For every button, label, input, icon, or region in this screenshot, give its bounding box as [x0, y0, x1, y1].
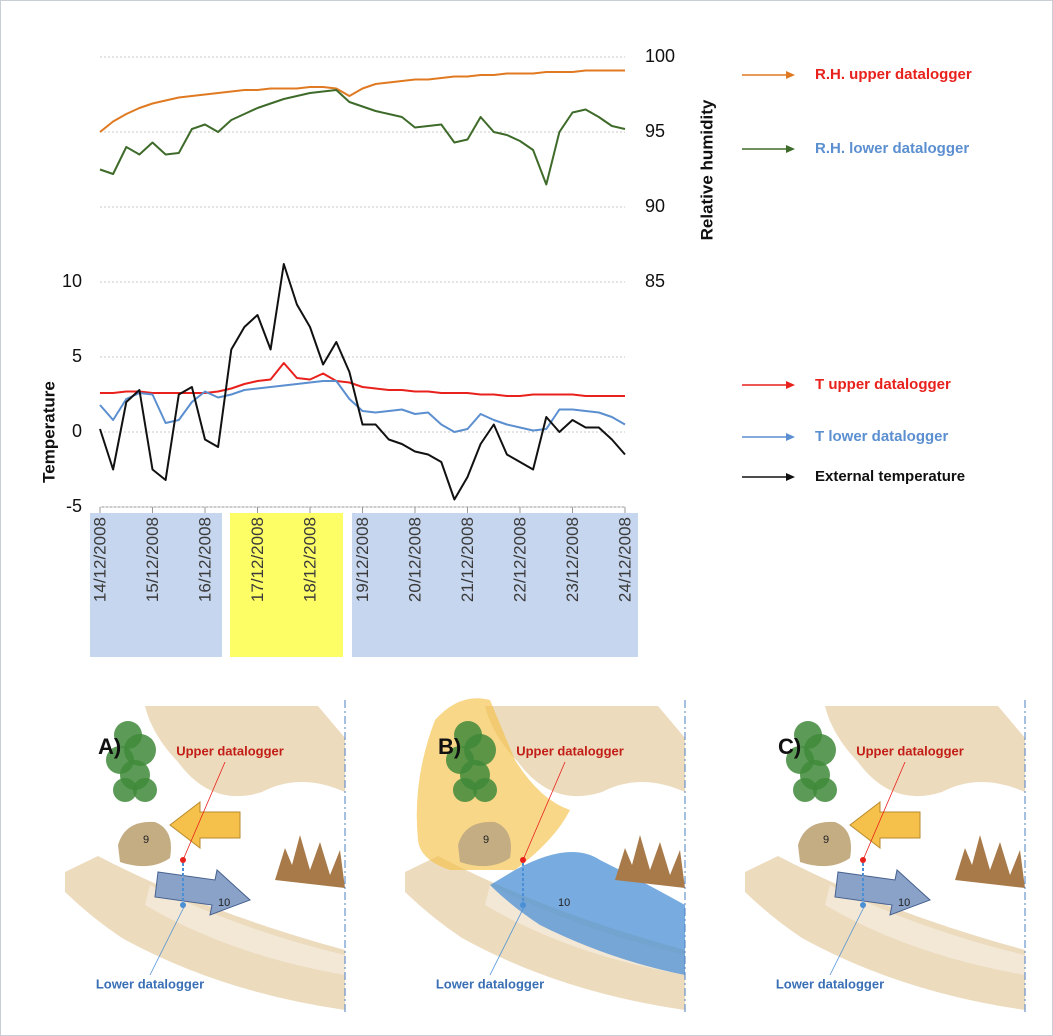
y2-tick-label: 100	[645, 46, 675, 66]
datalogger	[180, 902, 186, 908]
point-label: 10	[898, 897, 910, 909]
panel-label: C)	[778, 734, 801, 759]
lower-datalogger-label: Lower datalogger	[776, 976, 884, 991]
y2-tick-label: 85	[645, 271, 665, 291]
point-label: 9	[143, 834, 149, 846]
period-band	[230, 513, 343, 657]
panel-label: A)	[98, 734, 121, 759]
y2-tick-label: 90	[645, 196, 665, 216]
datalogger	[520, 902, 526, 908]
panel-label: B)	[438, 734, 461, 759]
legend-label: T lower datalogger	[815, 428, 949, 445]
y2-tick-label: 95	[645, 121, 665, 141]
tree	[453, 778, 477, 802]
lower-datalogger-label: Lower datalogger	[96, 976, 204, 991]
x-tick-label: 24/12/2008	[615, 517, 634, 602]
x-tick-label: 14/12/2008	[90, 517, 109, 602]
upper-datalogger-label: Upper datalogger	[516, 743, 624, 758]
datalogger	[860, 857, 866, 863]
figure: Temperature Relative humidity -5 0 5 10 85 90…	[0, 0, 1053, 1036]
x-tick-label: 16/12/2008	[195, 517, 214, 602]
x-tick-label: 21/12/2008	[458, 517, 477, 602]
x-tick-label: 19/12/2008	[353, 517, 372, 602]
tree	[793, 778, 817, 802]
x-tick-label: 18/12/2008	[300, 517, 319, 602]
point-label: 10	[558, 897, 570, 909]
y2-axis-title: Relative humidity	[697, 99, 716, 240]
upper-datalogger-label: Upper datalogger	[176, 743, 284, 758]
point-label: 10	[218, 897, 230, 909]
period-band	[352, 513, 638, 657]
y-tick-label: 0	[72, 421, 82, 441]
x-tick-label: 15/12/2008	[143, 517, 162, 602]
legend-label: T upper datalogger	[815, 376, 951, 393]
datalogger	[860, 902, 866, 908]
point-label: 9	[823, 834, 829, 846]
point-label: 9	[483, 834, 489, 846]
x-tick-label: 17/12/2008	[248, 517, 267, 602]
y-axis-title: Temperature	[39, 381, 58, 483]
y-tick-label: 5	[72, 346, 82, 366]
lower-datalogger-label: Lower datalogger	[436, 976, 544, 991]
tree	[113, 778, 137, 802]
x-tick-label: 23/12/2008	[563, 517, 582, 602]
y-tick-label: -5	[66, 496, 82, 516]
x-tick-label: 20/12/2008	[405, 517, 424, 602]
datalogger	[180, 857, 186, 863]
legend-label: R.H. lower datalogger	[815, 140, 969, 157]
x-tick-label: 22/12/2008	[510, 517, 529, 602]
legend-label: R.H. upper datalogger	[815, 66, 972, 83]
legend-label: External temperature	[815, 468, 965, 485]
upper-datalogger-label: Upper datalogger	[856, 743, 964, 758]
y-tick-label: 10	[62, 271, 82, 291]
datalogger	[520, 857, 526, 863]
